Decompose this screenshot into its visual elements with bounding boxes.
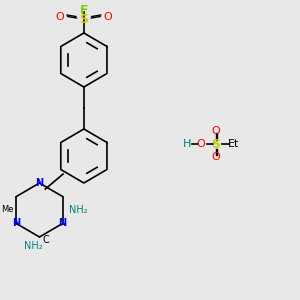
Text: O: O	[211, 152, 220, 163]
Text: O: O	[56, 11, 64, 22]
Text: Et: Et	[228, 139, 239, 149]
Text: O: O	[211, 125, 220, 136]
Text: F: F	[80, 4, 88, 17]
Text: O: O	[196, 139, 205, 149]
Text: N: N	[35, 178, 44, 188]
Text: N: N	[12, 218, 20, 229]
Text: NH₂: NH₂	[69, 205, 88, 215]
Text: C: C	[42, 235, 49, 245]
Text: S: S	[211, 137, 220, 151]
Text: S: S	[80, 13, 88, 26]
Text: N: N	[58, 218, 67, 229]
Text: H: H	[183, 139, 192, 149]
Text: NH₂: NH₂	[24, 241, 43, 251]
Text: O: O	[103, 11, 112, 22]
Text: Me: Me	[1, 206, 13, 214]
